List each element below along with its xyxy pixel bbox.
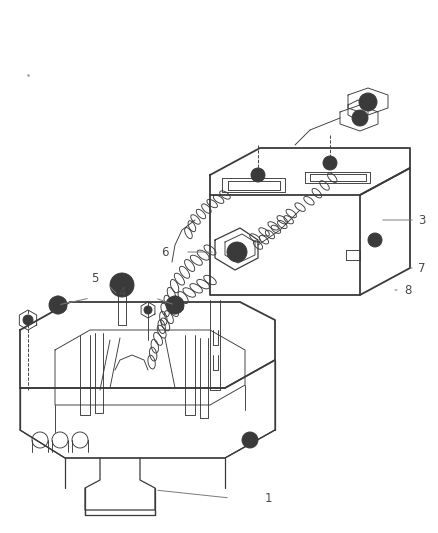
Circle shape [251,168,265,182]
Circle shape [23,315,33,325]
Circle shape [371,237,378,244]
Circle shape [49,296,67,314]
Circle shape [116,279,128,291]
Circle shape [357,115,364,122]
Circle shape [144,306,152,314]
Circle shape [53,300,63,310]
Circle shape [232,247,242,257]
Circle shape [359,93,377,111]
Circle shape [368,233,382,247]
Circle shape [110,273,134,297]
Text: 1: 1 [264,491,272,505]
Circle shape [323,156,337,170]
Text: 6: 6 [161,246,169,259]
Circle shape [326,159,334,167]
Text: 7: 7 [418,262,426,274]
Circle shape [166,296,184,314]
Text: 5: 5 [91,271,99,285]
Text: 3: 3 [418,214,426,227]
Circle shape [246,436,254,444]
Circle shape [227,242,247,262]
Circle shape [254,171,262,179]
Text: 8: 8 [404,284,412,296]
Circle shape [170,300,180,310]
Circle shape [352,110,368,126]
Circle shape [364,98,372,106]
Text: 4: 4 [118,286,126,298]
Circle shape [242,432,258,448]
